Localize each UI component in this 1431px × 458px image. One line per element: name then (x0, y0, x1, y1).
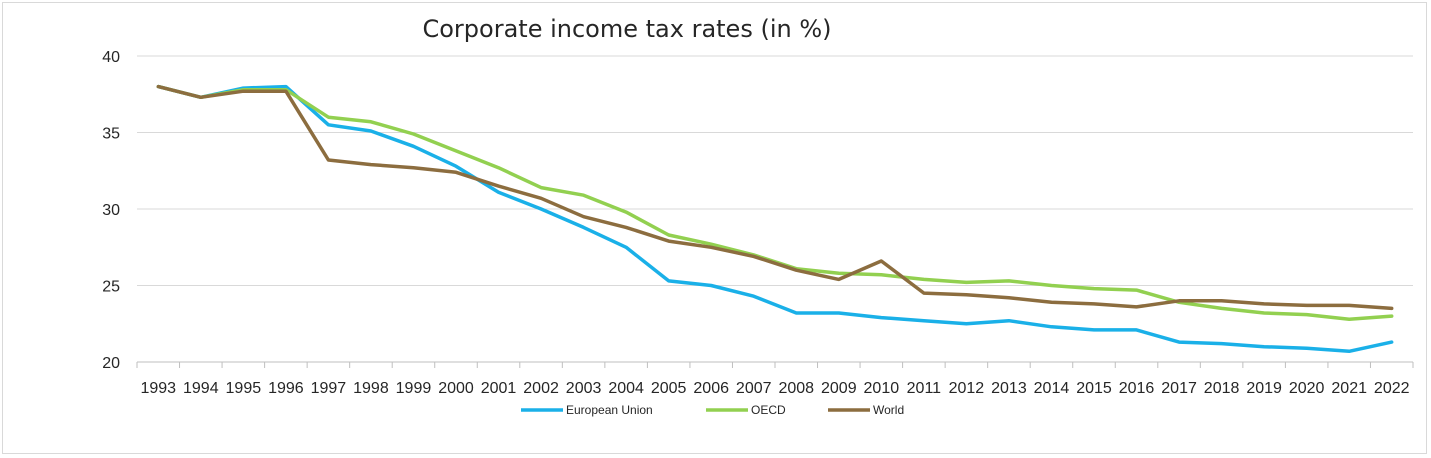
x-tick-label: 1996 (268, 380, 304, 397)
x-tick-label: 2017 (1161, 380, 1197, 397)
x-tick-label: 2000 (438, 380, 474, 397)
y-tick-label: 20 (102, 355, 120, 372)
x-tick-label: 2008 (778, 380, 814, 397)
legend-label-european-union: European Union (566, 403, 653, 417)
x-tick-label: 2012 (949, 380, 985, 397)
y-tick-label: 35 (102, 126, 120, 143)
x-tick-label: 2001 (481, 380, 517, 397)
legend: European Union OECD World (521, 403, 904, 417)
chart-title: Corporate income tax rates (in %) (422, 15, 831, 43)
x-tick-label: 2014 (1034, 380, 1070, 397)
x-tick-label: 2019 (1246, 380, 1282, 397)
x-tick-label: 2010 (864, 380, 900, 397)
x-tick-label: 2018 (1204, 380, 1240, 397)
x-tick-label: 1998 (353, 380, 389, 397)
x-tick-label: 2004 (608, 380, 644, 397)
x-tick-label: 1994 (183, 380, 219, 397)
y-tick-label: 30 (102, 202, 120, 219)
series-line-world (156, 84, 1394, 311)
x-tick-label: 2006 (693, 380, 729, 397)
x-tick-label: 2022 (1374, 380, 1410, 397)
legend-label-oecd: OECD (751, 403, 786, 417)
x-tick-label: 1993 (140, 380, 176, 397)
series-line-oecd (156, 84, 1394, 321)
x-tick-label: 2016 (1119, 380, 1155, 397)
gridlines (137, 55, 1413, 363)
y-axis: 20 25 30 35 40 (102, 49, 120, 372)
x-tick-label: 2021 (1331, 380, 1367, 397)
x-tick-label: 2007 (736, 380, 772, 397)
x-tick-label: 2013 (991, 380, 1027, 397)
y-tick-label: 40 (102, 49, 120, 66)
series-line-european-union (156, 84, 1394, 354)
x-tick-label: 2005 (651, 380, 687, 397)
x-tick-label: 2003 (566, 380, 602, 397)
x-tick-label: 1999 (396, 380, 432, 397)
x-axis: 1993 1994 1995 1996 1997 1998 1999 2000 2001 2002… (136, 362, 1414, 397)
y-tick-label: 25 (102, 279, 120, 296)
x-tick-label: 2011 (907, 380, 942, 397)
series-lines (156, 84, 1394, 354)
x-tick-label: 2009 (821, 380, 857, 397)
legend-label-world: World (873, 403, 904, 417)
x-tick-label: 1997 (311, 380, 347, 397)
x-tick-label: 1995 (226, 380, 262, 397)
x-tick-label: 2020 (1289, 380, 1325, 397)
x-tick-label: 2015 (1076, 380, 1112, 397)
x-tick-label: 2002 (523, 380, 559, 397)
